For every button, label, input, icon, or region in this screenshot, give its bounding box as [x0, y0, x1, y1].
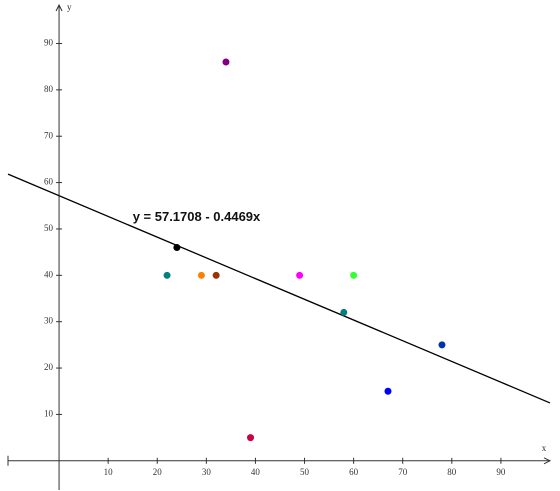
y-tick-label: 30: [44, 316, 54, 326]
point: [247, 434, 255, 442]
point: [384, 387, 392, 395]
regression-line: [7, 173, 551, 404]
point: [296, 271, 304, 279]
point: [350, 271, 358, 279]
x-tick-label: 30: [202, 467, 212, 477]
y-tick-label: 20: [44, 362, 54, 372]
point: [438, 341, 446, 349]
y-tick-label: 60: [44, 177, 54, 187]
y-tick-label: 50: [44, 223, 54, 233]
x-tick-label: 70: [398, 467, 408, 477]
y-arrow: [55, 3, 63, 12]
x-arrow: [543, 457, 552, 465]
x-tick-label: 50: [300, 467, 310, 477]
point: [212, 271, 220, 279]
point: [340, 308, 348, 316]
y-tick-label: 10: [44, 408, 54, 418]
x-tick-label: 60: [349, 467, 359, 477]
x-tick-label: 80: [447, 467, 457, 477]
regression-label: y = 57.1708 - 0.4469x: [133, 209, 261, 224]
x-axis-label: x: [542, 443, 547, 453]
point: [222, 58, 230, 66]
x-tick-label: 10: [104, 467, 114, 477]
x-tick-label: 90: [496, 467, 506, 477]
point: [163, 271, 171, 279]
y-tick-label: 40: [44, 269, 54, 279]
x-tick-label: 20: [153, 467, 163, 477]
point: [197, 271, 205, 279]
y-tick-label: 80: [44, 84, 54, 94]
point: [173, 244, 181, 251]
y-axis-label: y: [67, 2, 72, 12]
y-tick-label: 90: [44, 38, 54, 48]
y-tick-label: 70: [44, 130, 54, 140]
x-tick-label: 40: [251, 467, 261, 477]
